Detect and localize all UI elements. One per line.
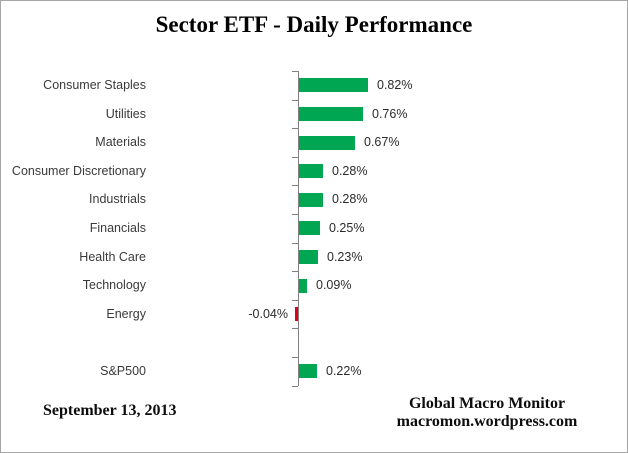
category-label: Financials xyxy=(89,221,146,235)
category-label: Consumer Staples xyxy=(43,78,146,92)
category-label: Utilities xyxy=(105,106,146,121)
bar-negative xyxy=(295,307,298,322)
value-label: 0.09% xyxy=(316,278,352,293)
category-label: S&P500 xyxy=(100,364,146,378)
chart-title: Sector ETF - Daily Performance xyxy=(155,12,473,37)
bar-positive xyxy=(299,221,320,236)
value-label: 0.67% xyxy=(364,135,400,150)
bar-positive xyxy=(299,278,307,293)
axis-tick xyxy=(292,386,298,387)
axis-tick xyxy=(292,157,298,158)
axis-tick xyxy=(292,271,298,272)
bar-positive xyxy=(299,364,317,379)
value-label: 0.76% xyxy=(372,106,408,121)
axis-tick xyxy=(292,128,298,129)
bar-positive xyxy=(299,249,318,264)
axis-tick xyxy=(292,300,298,301)
category-label: Technology xyxy=(82,278,146,293)
value-label: 0.28% xyxy=(332,163,368,178)
footer-source: Global Macro Monitor macromon.wordpress.… xyxy=(389,395,585,431)
bar-positive xyxy=(299,135,355,150)
category-label: Industrials xyxy=(89,192,146,207)
value-label: 0.25% xyxy=(329,221,365,235)
axis-tick xyxy=(292,100,298,101)
footer-date: September 13, 2013 xyxy=(43,402,177,419)
axis-tick xyxy=(292,71,298,72)
footer-source-url: macromon.wordpress.com xyxy=(396,413,578,430)
category-label: Consumer Discretionary xyxy=(11,163,146,178)
value-label: 0.23% xyxy=(327,249,363,264)
value-label: 0.28% xyxy=(332,192,368,207)
axis-tick xyxy=(292,243,298,244)
axis-tick xyxy=(292,185,298,186)
category-axis xyxy=(298,71,299,386)
axis-tick xyxy=(292,328,298,329)
category-label: Energy xyxy=(106,306,146,321)
bar-positive xyxy=(299,106,363,121)
category-label: Materials xyxy=(95,135,146,150)
value-label: 0.22% xyxy=(326,364,362,378)
axis-tick xyxy=(292,357,298,358)
category-label: Health Care xyxy=(79,249,146,264)
value-label: 0.82% xyxy=(377,78,413,92)
footer-source-name: Global Macro Monitor xyxy=(408,395,566,412)
bar-positive xyxy=(299,164,323,179)
bar-positive xyxy=(299,78,368,93)
bar-positive xyxy=(299,192,323,207)
value-label: -0.04% xyxy=(248,306,288,321)
axis-tick xyxy=(292,214,298,215)
